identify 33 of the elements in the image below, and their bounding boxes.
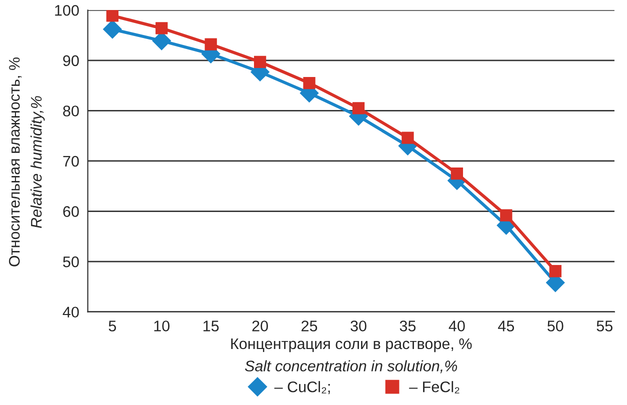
x-tick-label: 55 — [596, 320, 612, 332]
legend-label: – CuCl₂; — [274, 381, 330, 394]
x-tick-label: 40 — [448, 320, 465, 332]
x-axis-title: Концентрация соли в растворе, % Salt concentration in solution,% — [231, 338, 472, 374]
y-tick-label: 40 — [62, 306, 79, 318]
point — [352, 102, 365, 114]
y-tick-label: 100 — [55, 4, 79, 16]
x-tick-label: 15 — [204, 320, 219, 332]
point — [549, 265, 562, 278]
x-tick-label: 25 — [302, 320, 318, 332]
x-tick-label: 50 — [548, 320, 564, 332]
point — [402, 132, 414, 144]
y-tick-label: 60 — [63, 206, 79, 217]
y-axis-title: Относительная влажность, % Relative humidity,% — [8, 57, 45, 266]
y-tick-label: 50 — [63, 256, 79, 268]
x-tick-label: 35 — [400, 320, 416, 332]
point — [303, 76, 316, 90]
point — [204, 38, 217, 50]
point — [156, 22, 168, 34]
x-tick-label: 45 — [498, 320, 514, 332]
y-tick-label: 90 — [63, 55, 79, 66]
point — [500, 209, 512, 222]
legend-label: – FeCl₂ — [409, 381, 460, 394]
y-tick-label: 70 — [63, 156, 79, 167]
point — [450, 167, 464, 180]
x-tick-label: 30 — [350, 320, 366, 332]
point — [254, 56, 266, 68]
x-tick-label: 10 — [154, 320, 170, 332]
point — [106, 10, 118, 22]
point — [103, 20, 122, 39]
x-tick-label: 5 — [108, 320, 116, 332]
y-tick-label: 80 — [63, 106, 79, 116]
x-tick-label: 20 — [252, 320, 268, 332]
